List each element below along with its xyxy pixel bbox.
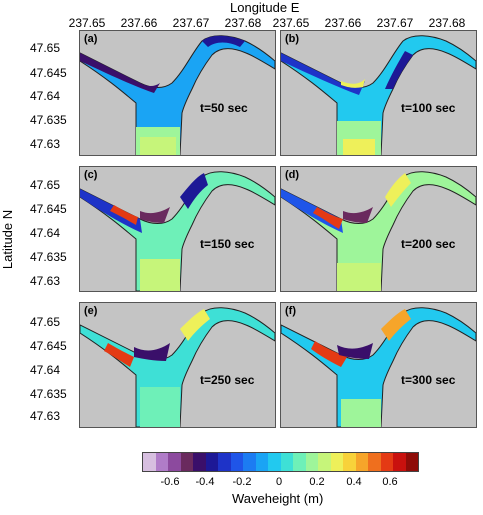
wave-field-map [281,307,476,427]
colorbar-tick: -0.6 [160,476,180,488]
lat-tick: 47.645 [30,339,67,353]
colorbar-tick: 0.2 [309,476,325,488]
lon-tick: 237.66 [120,16,158,30]
lon-tick: 237.65 [68,16,106,30]
panel-time: t=200 sec [401,237,456,251]
colorbar-swatch [305,453,318,471]
lat-tick: 47.635 [30,250,67,264]
colorbar-swatch [180,453,193,471]
wave-map-panel: (f) t=300 sec [280,302,477,428]
colorbar-swatch [330,453,343,471]
lat-tick: 47.63 [30,137,61,151]
panel-label: (d) [285,169,300,181]
lat-tick: 47.64 [30,226,61,240]
colorbar-swatch [205,453,218,471]
longitude-axis-title: Longitude E [230,0,300,15]
wave-field-map [80,35,275,155]
lat-tick: 47.65 [30,178,61,192]
colorbar-swatch [155,453,168,471]
colorbar-swatch [405,453,418,471]
wave-map-panel: (c) t=150 sec [79,166,276,292]
lat-tick: 47.64 [30,89,61,103]
panel-time: t=250 sec [200,373,255,387]
colorbar-tick: 0.4 [346,476,362,488]
lat-tick: 47.645 [30,202,67,216]
colorbar-swatch [318,453,331,471]
colorbar-swatch [268,453,281,471]
panel-label: (a) [84,33,98,45]
lat-tick: 47.65 [30,315,61,329]
colorbar-swatch [380,453,393,471]
colorbar-swatch [143,453,156,471]
wave-map-panel: (e) t=250 sec [79,302,276,428]
lat-tick: 47.64 [30,363,61,377]
colorbar-swatch [280,453,293,471]
wave-field-map [281,35,476,155]
panel-label: (c) [84,169,98,181]
lon-tick: 237.68 [224,16,262,30]
wave-map-panel: (d) t=200 sec [280,166,477,292]
colorbar-swatch [218,453,231,471]
wave-field-map [80,171,275,291]
lat-tick: 47.645 [30,66,67,80]
lon-tick: 237.67 [172,16,210,30]
colorbar [142,452,419,472]
panel-time: t=150 sec [200,237,255,251]
colorbar-tick: 0 [275,476,283,488]
lon-tick: 237.68 [428,16,466,30]
colorbar-swatch [168,453,181,471]
wave-map-panel: (a) t=50 sec [79,30,276,156]
lat-tick: 47.63 [30,274,61,288]
lon-tick: 237.65 [272,16,310,30]
colorbar-label: Waveheight (m) [232,491,324,506]
lat-tick: 47.635 [30,387,67,401]
lon-tick: 237.66 [324,16,362,30]
latitude-axis-title: Latitude N [0,209,16,270]
panel-label: (e) [84,305,98,317]
lon-tick: 237.67 [376,16,414,30]
colorbar-tick: -0.4 [195,476,215,488]
colorbar-swatch [243,453,256,471]
panel-time: t=50 sec [200,101,248,115]
colorbar-swatch [230,453,243,471]
panel-label: (b) [285,33,300,45]
colorbar-tick: -0.2 [232,476,252,488]
colorbar-swatch [393,453,406,471]
colorbar-swatch [368,453,381,471]
colorbar-swatch [293,453,306,471]
colorbar-swatch [255,453,268,471]
colorbar-swatch [355,453,368,471]
panel-time: t=300 sec [401,373,456,387]
wave-map-panel: (b) t=100 sec [280,30,477,156]
colorbar-swatch [193,453,206,471]
lat-tick: 47.635 [30,113,67,127]
panel-time: t=100 sec [401,101,456,115]
colorbar-swatch [343,453,356,471]
panel-label: (f) [285,305,296,317]
wave-field-map [281,171,476,291]
lat-tick: 47.63 [30,409,61,423]
colorbar-tick: 0.6 [382,476,398,488]
wave-field-map [80,307,275,427]
lat-tick: 47.65 [30,41,61,55]
